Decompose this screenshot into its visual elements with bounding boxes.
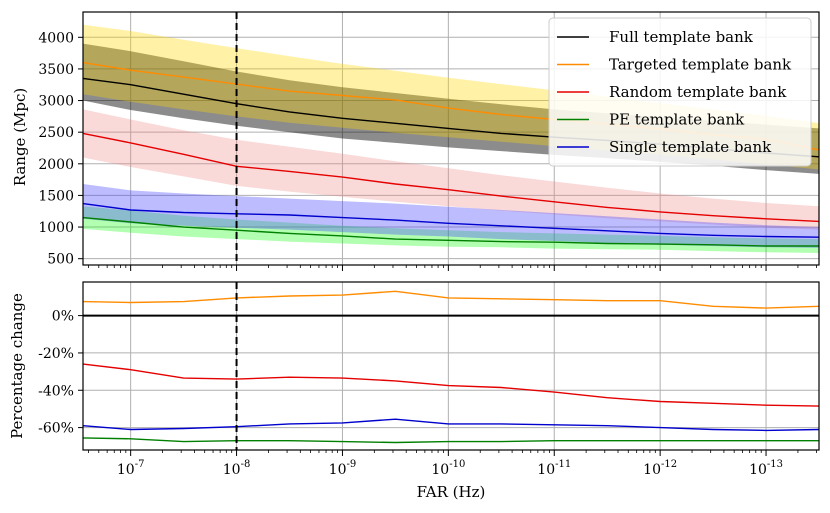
x-axis-label: FAR (Hz) <box>417 483 486 501</box>
legend-label-random-template-bank: Random template bank <box>609 83 787 101</box>
y-tick-label: 3000 <box>38 94 74 110</box>
x-tick-label: 10-12 <box>643 459 677 478</box>
bottom-lines <box>82 290 820 444</box>
y-tick-label: 2000 <box>38 157 74 173</box>
single-template-bank-line <box>82 202 820 238</box>
y-tick-label: 0% <box>52 309 74 325</box>
top-ticks: 500 1000 1500 2000 2500 3000 3500 4000 <box>38 30 817 271</box>
y-tick-label: 500 <box>47 252 74 268</box>
x-tick-label: 10-7 <box>117 459 145 478</box>
bottom-panel: 0% -20% -40% -60% 10-7 10-8 10-9 10-10 10-11 10-1… <box>8 281 820 501</box>
y-tick-label: 4000 <box>38 30 74 46</box>
y-tick-label: -60% <box>38 421 74 437</box>
legend-label-full-template-bank: Full template bank <box>609 28 754 46</box>
legend-box <box>548 17 812 167</box>
bottom-ticks: 0% -20% -40% -60% 10-7 10-8 10-9 10-10 10-11 10-1… <box>38 309 817 478</box>
legend: Full template bank Targeted template bank… <box>548 17 812 167</box>
random-template-bank-pct-line <box>82 363 820 407</box>
legend-label-single-template-bank: Single template bank <box>609 138 772 156</box>
bottom-y-axis-label: Percentage change <box>8 293 26 439</box>
y-tick-label: 1500 <box>38 188 74 204</box>
x-tick-label: 10-8 <box>223 459 251 478</box>
random-template-bank-line <box>82 132 820 223</box>
x-tick-label: 10-11 <box>537 459 571 478</box>
pe-template-bank-line <box>82 216 819 247</box>
y-tick-label: 1000 <box>38 220 74 236</box>
top-y-axis-label: Range (Mpc) <box>11 88 29 187</box>
bottom-frame <box>82 281 820 451</box>
pe-template-bank-band <box>83 206 819 253</box>
y-tick-label: 2500 <box>38 125 74 141</box>
x-tick-label: 10-9 <box>329 459 357 478</box>
x-tick-label: 10-10 <box>431 459 465 478</box>
pe-template-bank-pct-line <box>82 437 819 444</box>
y-tick-label: -20% <box>38 346 74 362</box>
y-tick-label: -40% <box>38 383 74 399</box>
single-template-bank-pct-line <box>82 418 820 432</box>
y-tick-label: 3500 <box>38 62 74 78</box>
legend-label-pe-template-bank: PE template bank <box>609 111 745 129</box>
legend-label-targeted-template-bank: Targeted template bank <box>609 56 792 74</box>
bottom-grid <box>83 282 819 450</box>
x-tick-label: 10-13 <box>749 459 783 478</box>
targeted-template-bank-pct-line <box>82 290 820 309</box>
top-panel: 500 1000 1500 2000 2500 3000 3500 4000 Full tem… <box>11 11 820 271</box>
top-frame <box>82 11 820 266</box>
random-template-bank-band <box>83 109 819 230</box>
